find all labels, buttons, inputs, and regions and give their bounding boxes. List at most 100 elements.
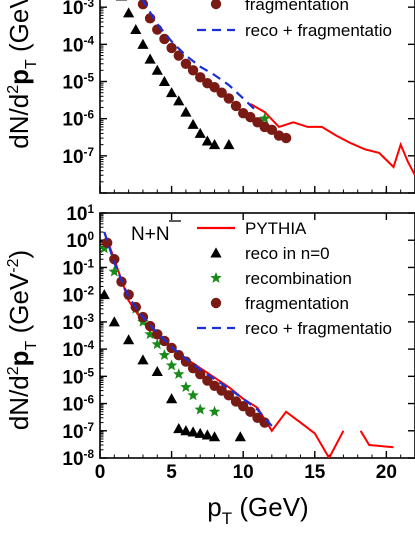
fragmentation-point (245, 406, 256, 417)
pythia-line (103, 231, 345, 458)
reco-n0-point (137, 38, 149, 49)
x-tick-label: 5 (166, 462, 177, 483)
recombination-point (180, 381, 192, 393)
y-tick-label: 10-5 (62, 72, 94, 94)
x-tick-label: 0 (95, 462, 106, 483)
fragmentation-point (230, 100, 242, 112)
recombination-point (210, 272, 222, 283)
reco-n0-point (144, 53, 156, 64)
reco-n0-point (187, 118, 199, 129)
reco-n0-point (180, 106, 192, 117)
reco-n0-point (173, 423, 185, 434)
fragmentation-point (173, 349, 184, 361)
fragmentation-point (137, 0, 149, 10)
reco-n0-point (208, 139, 221, 150)
recombination-point (144, 328, 156, 340)
pythia-line (249, 103, 415, 176)
fragmentation-point (101, 237, 113, 249)
fragmentation-point (187, 65, 199, 76)
y-tick-label: 10-4 (62, 339, 94, 361)
reco-n0-point (187, 426, 199, 437)
recombination-point (194, 403, 206, 415)
x-axis-label: pT (GeV) (207, 492, 308, 528)
reco-n0-point (123, 334, 135, 345)
x-tick-label: 20 (376, 462, 397, 483)
y-tick-label: 100 (66, 230, 94, 252)
fragmentation-point (216, 87, 227, 98)
fragmentation-point (210, 0, 222, 10)
recombination-point (258, 112, 271, 124)
fragmentation-point (195, 72, 206, 83)
fragmentation-point (180, 356, 192, 367)
panel-top: 10-210-310-410-510-610-7fragmentationrec… (62, 0, 415, 194)
y-tick-label: 10-4 (62, 34, 94, 56)
legend-label: recombination (245, 269, 352, 288)
reco-n0-point (201, 429, 213, 440)
axis-labels: pT (GeV) dN/d2pT (GeV dN/d2pT (GeV-2) (4, 0, 309, 528)
reco-n0-point (194, 127, 206, 138)
reco-n0-point (208, 431, 221, 442)
reco-n0-point (151, 365, 163, 377)
recombination-point (165, 359, 178, 371)
y-tick-label: 101 (66, 203, 94, 225)
y-tick-label: 10-2 (62, 285, 94, 307)
legend-label: fragmentation (245, 0, 349, 14)
recombination-point (100, 242, 110, 254)
fragmentation-point (223, 390, 235, 401)
data-layer (100, 231, 394, 458)
reco-n0-point (223, 139, 235, 150)
x-tick-label: 15 (304, 462, 326, 483)
y-tick-label: 10-3 (62, 312, 94, 334)
reco-plus-fragmentation-line (103, 231, 273, 427)
y-tick-label: 10-3 (62, 0, 94, 19)
fragmentation-point (109, 254, 120, 265)
recombination-point (187, 389, 199, 401)
reco-n0-point (201, 135, 213, 146)
fragmentation-point (280, 132, 292, 144)
reco-n0-point (100, 289, 110, 300)
fragmentation-point (166, 42, 177, 54)
legend-label: reco in n=0 (245, 244, 330, 263)
fragmentation-point (266, 124, 278, 136)
y-tick-label: 10-6 (62, 109, 94, 131)
recombination-point (108, 265, 121, 277)
reco-n0-point (130, 23, 142, 35)
legend-label: reco + fragmentatio (245, 319, 392, 338)
fragmentation-point (202, 375, 213, 386)
y-tick-label: 10-8 (62, 448, 94, 470)
reco-plus-fragmentation-line (141, 0, 259, 113)
reco-n0-point (165, 87, 178, 98)
fragmentation-point (245, 111, 256, 123)
reco-n0-point (234, 431, 246, 442)
reco-n0-point (151, 64, 163, 75)
reco-n0-point (158, 75, 171, 86)
reco-n0-point (210, 247, 222, 258)
recombination-point (173, 368, 185, 380)
fragmentation-point (223, 93, 235, 104)
fragmentation-point (209, 82, 220, 93)
reco-n0-point (194, 427, 206, 438)
reco-n0-point (165, 393, 178, 404)
legend-label: reco + fragmentatio (245, 21, 392, 40)
y-tick-label: 10-6 (62, 394, 94, 416)
reco-n0-point (108, 316, 120, 327)
y-tick-label: 10-5 (62, 366, 94, 388)
fragmentation-point (237, 400, 249, 412)
fragmentation-point (152, 329, 163, 340)
fragmentation-point (195, 368, 206, 380)
recombination-point (158, 349, 171, 360)
y-axis-label-bottom: dN/d2pT (GeV-2) (4, 250, 40, 430)
fragmentation-point (159, 33, 170, 45)
pythia-line-segment (359, 430, 394, 449)
reco-n0-point (180, 425, 192, 436)
x-tick-label: 10 (233, 462, 254, 483)
recombination-point (151, 338, 163, 350)
legend-label: PYTHIA (245, 219, 307, 238)
recombination-point (208, 405, 221, 417)
y-tick-label: 10-7 (62, 421, 94, 443)
y-tick-label: 10-7 (62, 146, 94, 168)
fragmentation-point (173, 50, 184, 61)
data-layer (115, 0, 415, 176)
y-axis-label-top: dN/d2pT (GeV (4, 0, 40, 149)
